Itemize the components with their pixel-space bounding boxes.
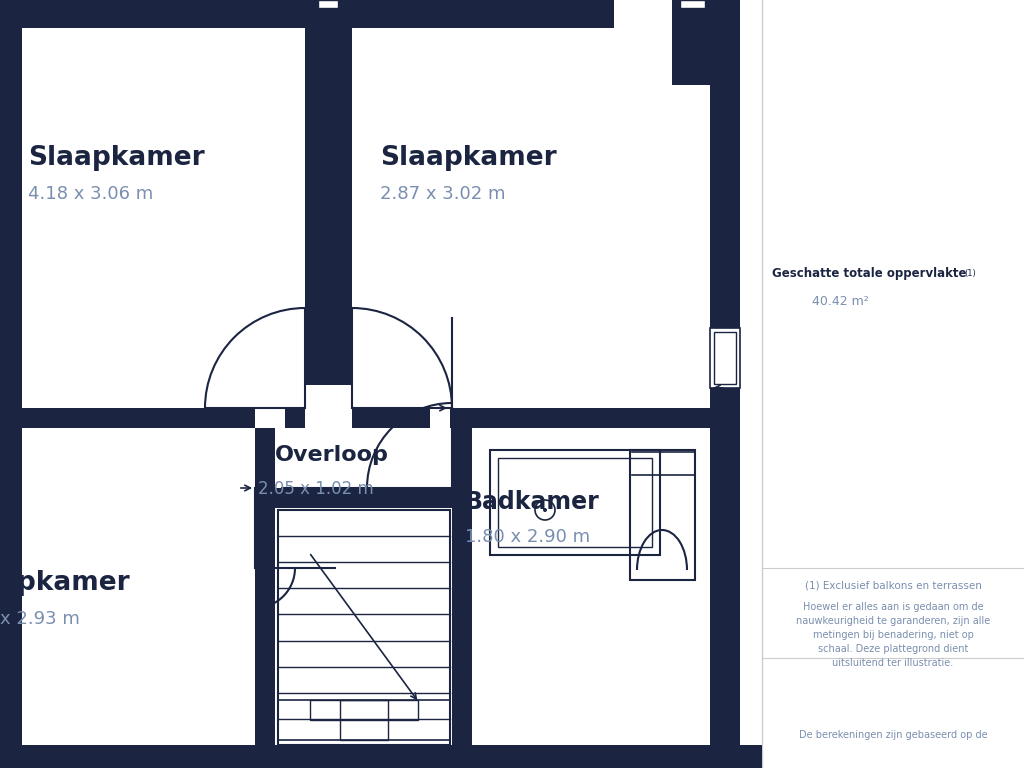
Text: Overloop: Overloop xyxy=(275,445,389,465)
Bar xyxy=(318,0,338,8)
Text: apkamer: apkamer xyxy=(0,570,131,596)
Text: x 2.93 m: x 2.93 m xyxy=(0,610,80,628)
Bar xyxy=(310,700,418,720)
Bar xyxy=(0,0,762,768)
Bar xyxy=(710,328,740,388)
Bar xyxy=(0,0,22,415)
Text: 1.80 x 2.90 m: 1.80 x 2.90 m xyxy=(465,528,590,546)
Bar xyxy=(285,408,305,428)
Bar xyxy=(305,0,352,385)
Bar xyxy=(255,428,275,488)
Bar xyxy=(352,0,614,28)
Bar xyxy=(255,488,452,508)
Text: Hoewel er alles aan is gedaan om de
nauwkeurigheid te garanderen, zijn alle
meti: Hoewel er alles aan is gedaan om de nauw… xyxy=(796,602,990,668)
Bar xyxy=(630,450,695,580)
Text: (1) Exclusief balkons en terrassen: (1) Exclusief balkons en terrassen xyxy=(805,580,981,590)
Bar xyxy=(352,408,430,428)
Bar xyxy=(680,0,705,8)
Bar xyxy=(318,0,338,8)
Text: Badkamer: Badkamer xyxy=(465,490,600,514)
Bar xyxy=(0,415,22,768)
Bar xyxy=(762,0,1024,768)
Bar xyxy=(490,450,660,555)
Bar xyxy=(498,458,652,547)
Text: 4.18 x 3.06 m: 4.18 x 3.06 m xyxy=(28,185,154,203)
Bar xyxy=(672,0,710,85)
Text: (1): (1) xyxy=(964,269,976,278)
Text: De berekeningen zijn gebaseerd op de: De berekeningen zijn gebaseerd op de xyxy=(799,730,987,740)
Circle shape xyxy=(543,508,547,512)
Text: 2.87 x 3.02 m: 2.87 x 3.02 m xyxy=(380,185,506,203)
Bar xyxy=(680,0,705,8)
Bar xyxy=(278,510,450,745)
Text: 2.05 x 1.02 m: 2.05 x 1.02 m xyxy=(258,480,374,498)
Bar xyxy=(0,745,762,768)
Bar xyxy=(450,408,710,428)
Bar xyxy=(714,332,736,384)
Text: 40.42 m²: 40.42 m² xyxy=(812,295,868,308)
Bar xyxy=(710,0,740,768)
Text: Geschatte totale oppervlakte: Geschatte totale oppervlakte xyxy=(772,267,967,280)
Bar xyxy=(278,700,450,740)
Bar xyxy=(452,428,472,768)
Bar xyxy=(255,488,275,768)
Text: Slaapkamer: Slaapkamer xyxy=(28,145,205,171)
Text: Slaapkamer: Slaapkamer xyxy=(380,145,557,171)
Bar xyxy=(0,0,305,28)
Bar xyxy=(305,745,352,768)
Bar xyxy=(340,700,388,740)
Bar xyxy=(710,328,740,388)
Bar xyxy=(0,408,255,428)
